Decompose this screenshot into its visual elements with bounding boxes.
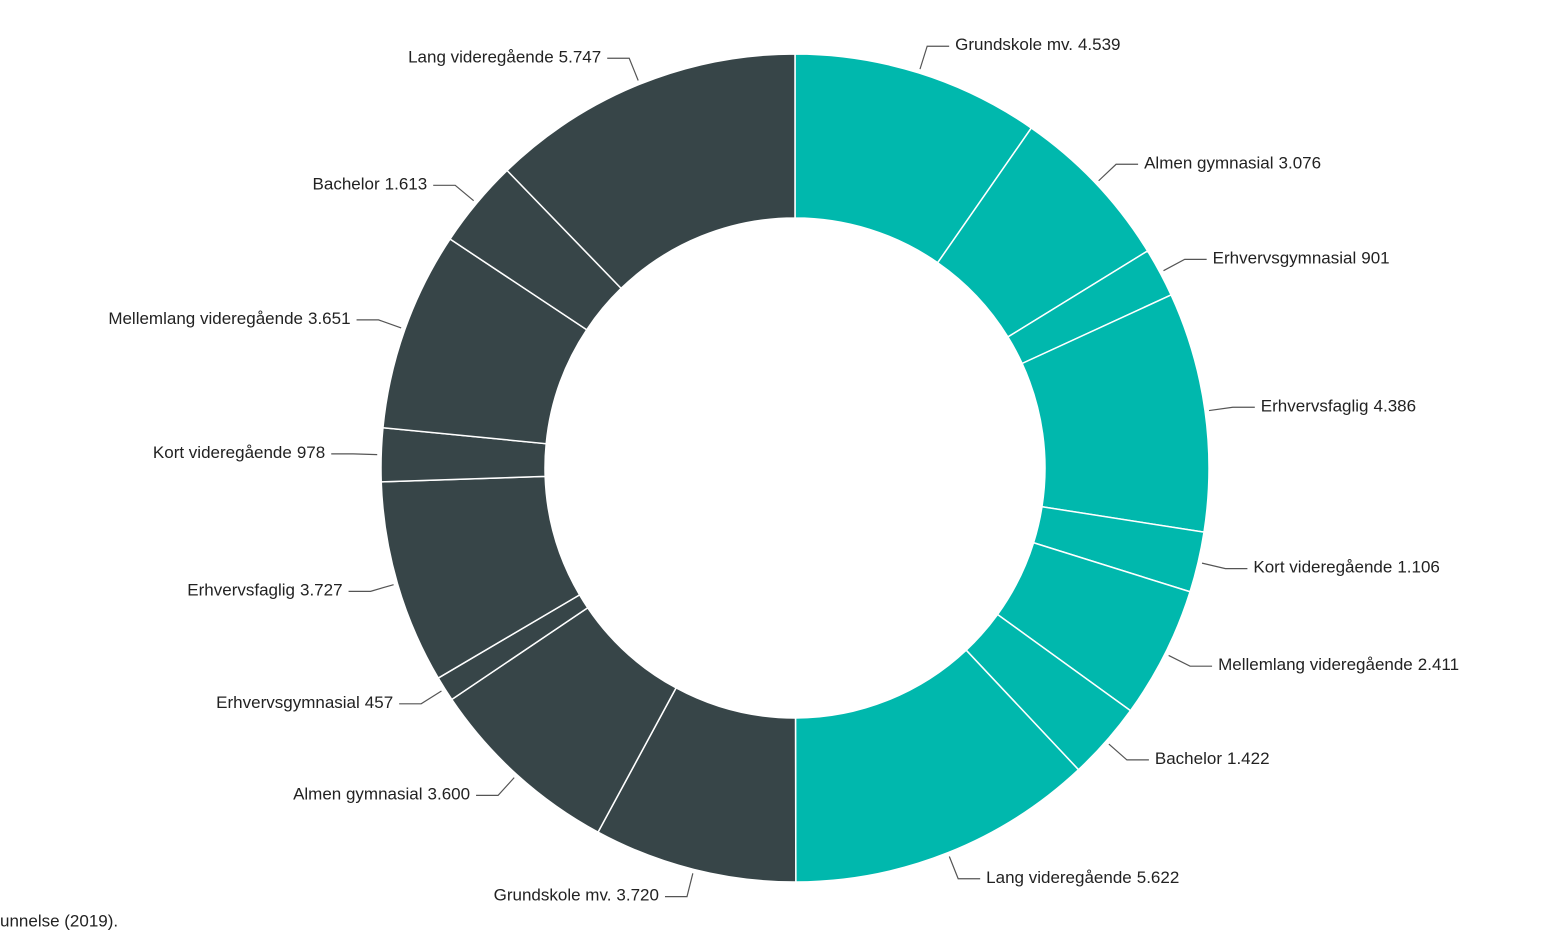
- leader-line: [356, 319, 402, 329]
- slice-label: Bachelor 1.613: [313, 175, 428, 194]
- slice-label: Almen gymnasial 3.600: [293, 785, 470, 804]
- leader-line: [1108, 743, 1149, 761]
- slice-value: 978: [297, 443, 325, 462]
- leader-line: [476, 777, 515, 797]
- slice-label: Lang videregående 5.747: [408, 48, 601, 67]
- slice-category: Kort videregående: [153, 443, 292, 462]
- leader-line: [664, 873, 694, 898]
- slice-category: Bachelor: [313, 175, 380, 194]
- slice-value: 3.720: [616, 886, 659, 905]
- slice-label: Kort videregående 1.106: [1253, 558, 1439, 577]
- slice-category: Bachelor: [1155, 749, 1222, 768]
- leader-line: [919, 45, 950, 70]
- slice-category: Almen gymnasial: [1144, 154, 1273, 173]
- slice-label: Erhvervsfaglig 3.727: [187, 581, 342, 600]
- slice-category: Mellemlang videregående: [1218, 656, 1413, 675]
- leader-line: [607, 57, 639, 81]
- leader-line: [1163, 258, 1207, 272]
- slice-value: 901: [1361, 249, 1389, 268]
- slice-label: Grundskole mv. 3.720: [494, 886, 659, 905]
- slice-category: Erhvervsfaglig: [1261, 397, 1369, 416]
- slice-category: Lang videregående: [408, 48, 554, 67]
- slice-value: 457: [365, 693, 393, 712]
- slice-label: Mellemlang videregående 3.651: [108, 309, 350, 328]
- leader-line: [1168, 654, 1213, 667]
- leader-line: [1201, 562, 1248, 570]
- slice-value: 1.106: [1397, 558, 1440, 577]
- leader-line: [948, 856, 981, 880]
- slice-label: Mellemlang videregående 2.411: [1218, 656, 1459, 675]
- slice-value: 4.539: [1078, 36, 1121, 55]
- leader-line: [1208, 406, 1255, 412]
- slice-value: 5.747: [559, 48, 602, 67]
- slice-category: Erhvervsgymnasial: [216, 693, 360, 712]
- slice-value: 5.622: [1137, 868, 1180, 887]
- leader-line: [399, 690, 442, 705]
- slice-label: Grundskole mv. 4.539: [955, 36, 1120, 55]
- slice-category: Grundskole mv.: [955, 36, 1073, 55]
- slice-value: 2.411: [1418, 656, 1459, 675]
- slice-category: Kort videregående: [1253, 558, 1392, 577]
- slice-value: 4.386: [1374, 397, 1417, 416]
- leader-line: [331, 453, 378, 456]
- slice-value: 1.422: [1227, 749, 1270, 768]
- leader-line: [1098, 163, 1139, 182]
- slice-category: Erhvervsgymnasial: [1213, 249, 1357, 268]
- slice-label: Kort videregående 978: [153, 443, 325, 462]
- slice-label: Erhvervsgymnasial 457: [216, 693, 393, 712]
- slice-value: 3.076: [1279, 154, 1322, 173]
- slice-category: Almen gymnasial: [293, 785, 422, 804]
- slice-category: Erhvervsfaglig: [187, 581, 295, 600]
- slice-label: Lang videregående 5.622: [986, 868, 1179, 887]
- slice-label: Almen gymnasial 3.076: [1144, 154, 1321, 173]
- slice-value: 1.613: [385, 175, 428, 194]
- donut-slice: [506, 53, 796, 290]
- slice-label: Erhvervsfaglig 4.386: [1261, 397, 1416, 416]
- slice-label: Bachelor 1.422: [1155, 749, 1270, 768]
- slice-category: Grundskole mv.: [494, 886, 612, 905]
- slice-category: Lang videregående: [986, 868, 1132, 887]
- source-note: unnelse (2019).: [0, 911, 118, 930]
- slice-value: 3.600: [428, 785, 471, 804]
- slice-value: 3.727: [300, 581, 343, 600]
- leader-line: [348, 584, 394, 592]
- slice-label: Erhvervsgymnasial 901: [1213, 249, 1390, 268]
- leader-line: [433, 184, 475, 202]
- slice-category: Mellemlang videregående: [108, 309, 303, 328]
- slice-value: 3.651: [308, 309, 351, 328]
